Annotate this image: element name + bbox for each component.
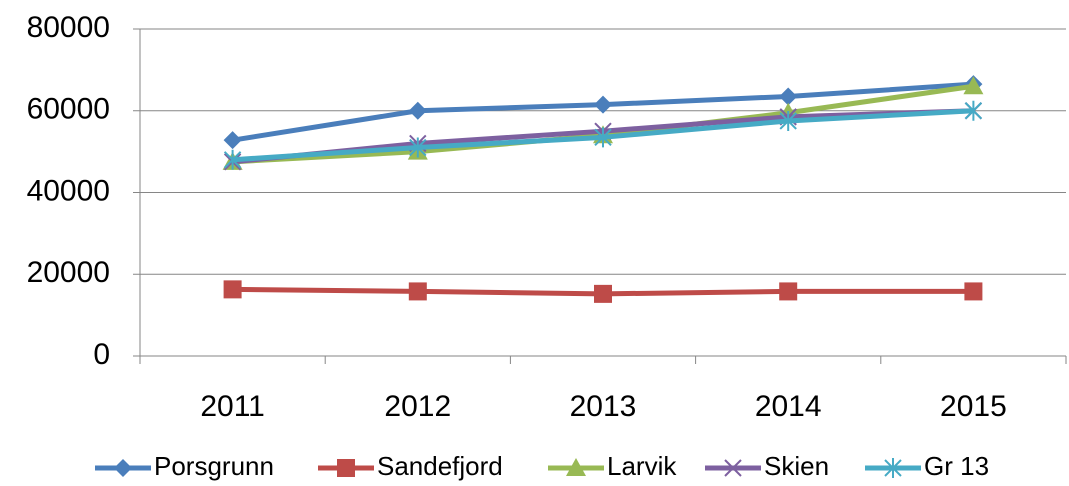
marker (779, 110, 797, 131)
y-tick-label: 80000 (27, 11, 110, 44)
marker (594, 95, 612, 114)
x-tick-label: 2012 (384, 390, 451, 423)
y-tick-label: 0 (93, 338, 110, 371)
legend-label: Skien (764, 451, 829, 481)
marker (223, 280, 242, 299)
series (223, 75, 983, 150)
legend-label: Larvik (607, 451, 677, 481)
x-tick-label: 2013 (570, 390, 637, 423)
legend-item: Gr 13 (865, 451, 989, 481)
marker (779, 282, 798, 301)
legend-label: Porsgrunn (154, 451, 274, 481)
marker (963, 76, 984, 95)
x-tick-label: 2011 (200, 390, 265, 423)
legend-item: Larvik (548, 451, 677, 481)
marker (408, 101, 427, 120)
marker (964, 282, 983, 301)
marker (964, 100, 983, 121)
series (223, 100, 983, 170)
marker (724, 459, 742, 477)
marker (223, 131, 242, 150)
marker (594, 127, 612, 148)
legend-item: Porsgrunn (95, 451, 274, 481)
legend-label: Gr 13 (924, 451, 989, 481)
marker (409, 137, 427, 158)
marker (114, 459, 132, 477)
x-tick-label: 2015 (940, 390, 1007, 423)
y-tick-label: 40000 (27, 174, 110, 207)
marker (408, 282, 427, 301)
legend-item: Skien (705, 451, 829, 481)
y-tick-label: 60000 (27, 93, 110, 126)
marker (779, 87, 798, 106)
marker (223, 149, 242, 170)
series (223, 280, 983, 303)
y-tick-label: 20000 (27, 256, 110, 289)
marker (566, 458, 586, 476)
marker (594, 284, 612, 303)
legend-item: Sandefjord (318, 451, 503, 481)
marker (884, 458, 902, 478)
marker (337, 459, 355, 477)
x-tick-label: 2014 (755, 390, 822, 423)
legend-label: Sandefjord (377, 451, 503, 481)
